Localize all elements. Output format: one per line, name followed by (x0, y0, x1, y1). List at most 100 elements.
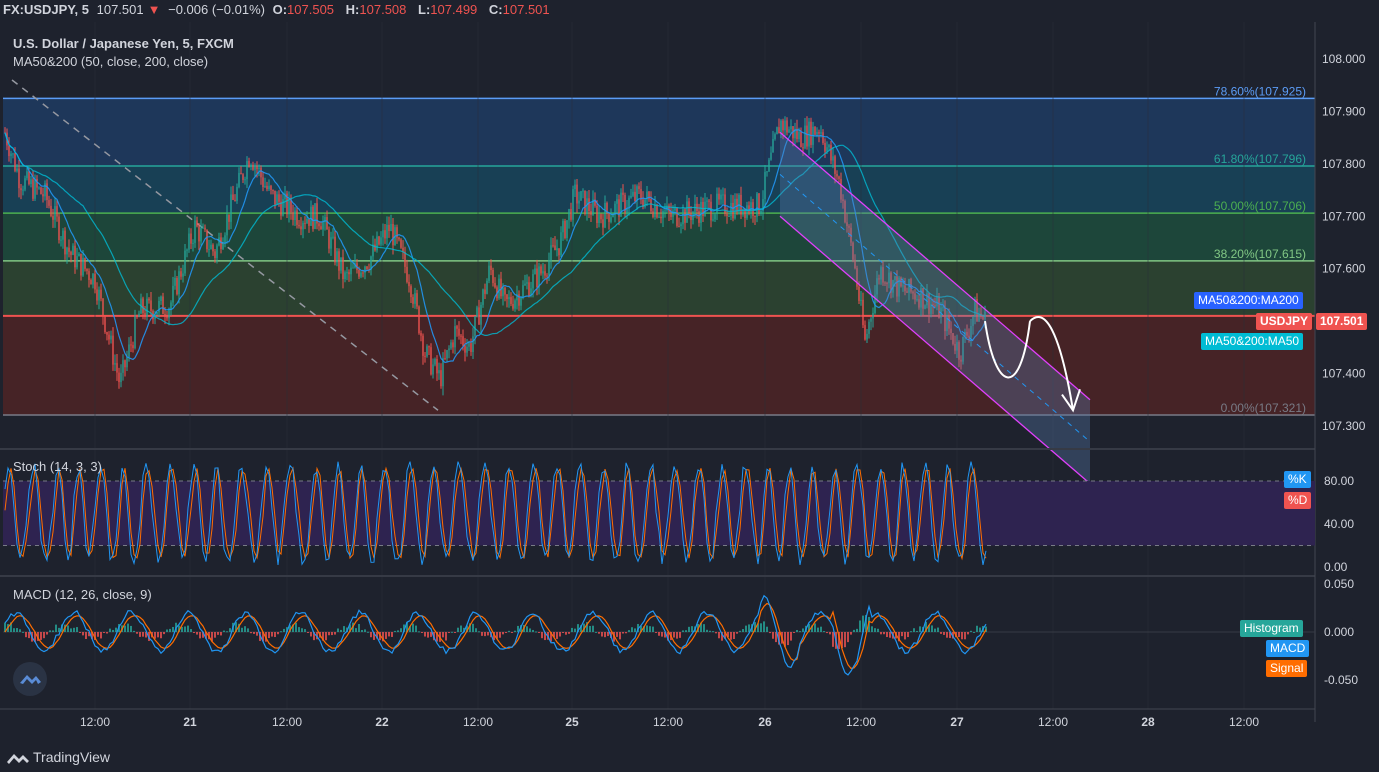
candle-body (426, 346, 428, 357)
macd-histogram-bar (40, 632, 42, 640)
grid-lines (94, 22, 1245, 709)
macd-histogram-bar (538, 632, 540, 633)
candle-body (800, 131, 802, 148)
macd-histogram-bar (469, 623, 471, 632)
candle-body (52, 216, 54, 220)
candle-body (440, 370, 442, 387)
time-axis[interactable]: 12:00 21 12:00 22 12:00 25 12:00 26 12:00 27 12:00… (80, 715, 1259, 729)
macd-histogram-bar (775, 632, 777, 643)
candle-body (106, 332, 108, 335)
candle-body (44, 183, 46, 197)
symbol-name[interactable]: FX:USDJPY, 5 (3, 2, 89, 17)
macd-histogram-bar (394, 630, 396, 632)
macd-histogram-bar (673, 632, 675, 638)
candle-body (336, 251, 338, 263)
time-tick: 12:00 (1229, 715, 1259, 729)
macd-histogram-bar (553, 632, 555, 638)
chart-canvas[interactable]: 78.60%(107.925) 61.80%(107.796) 50.00%(107… (0, 22, 1379, 744)
projection-arrowhead (1061, 388, 1081, 413)
fib-level-label: 38.20%(107.615) (1214, 247, 1306, 261)
macd-histogram-bar (712, 631, 714, 633)
candle-body (512, 303, 514, 309)
stoch-legend[interactable]: Stoch (14, 3, 3) (13, 459, 102, 474)
candle-body (110, 335, 112, 340)
macd-histogram-bar (571, 627, 573, 632)
candle-body (902, 285, 904, 287)
candle-body (668, 205, 670, 212)
macd-histogram-bar (874, 628, 876, 632)
parallel-channel[interactable] (779, 131, 1091, 485)
candle-body (198, 226, 200, 242)
candle-body (858, 286, 860, 301)
candle-body (128, 344, 130, 357)
candle-body (420, 333, 422, 336)
macd-histogram-bar (943, 632, 945, 635)
candle-body (658, 216, 660, 218)
close-label: C: (488, 2, 503, 17)
price-tick: 107.900 (1322, 104, 1366, 118)
projection-arrow[interactable] (984, 316, 1081, 413)
candle-body (602, 219, 604, 228)
candle-body (780, 120, 782, 134)
candle-body (364, 266, 366, 273)
candle-body (754, 215, 756, 217)
macd-histogram-bar (76, 627, 78, 632)
macd-histogram-bar (826, 632, 828, 634)
candle-body (148, 298, 150, 301)
macd-histogram-bar (37, 632, 39, 641)
macd-histogram-bar (592, 625, 594, 632)
macd-histogram-bar (559, 632, 561, 637)
tradingview-badge-icon[interactable] (13, 662, 47, 696)
macd-histogram-bar (43, 632, 45, 639)
candle-body (906, 291, 908, 293)
macd-histogram-bar (295, 622, 297, 632)
macd-histogram-bar (526, 626, 528, 632)
macd-histogram-bar (589, 625, 591, 632)
brand-name[interactable]: TradingView (33, 749, 111, 765)
candle-body (214, 251, 216, 258)
candle-body (470, 343, 472, 353)
candle-body (76, 256, 78, 268)
candle-body (96, 289, 98, 301)
candle-body (530, 288, 532, 297)
candle-body (524, 283, 526, 286)
candle-body (442, 358, 444, 387)
tradingview-logo-icon[interactable] (6, 750, 30, 766)
candle-body (266, 185, 268, 190)
candle-body (844, 201, 846, 223)
macd-histogram-bar (814, 623, 816, 632)
price-tick: 107.700 (1322, 209, 1366, 223)
candle-body (444, 358, 446, 360)
macd-histogram-bar (931, 625, 933, 632)
macd-histogram-bar (691, 626, 693, 632)
candle-body (348, 272, 350, 275)
candle-body (508, 297, 510, 300)
candle-body (312, 206, 314, 229)
candle-body (772, 138, 774, 153)
candle-body (84, 257, 86, 269)
candle-body (538, 266, 540, 288)
stoch-k-label: %K (1284, 471, 1311, 488)
candle-body (344, 272, 346, 280)
macd-histogram-bar (949, 632, 951, 639)
candle-body (722, 194, 724, 196)
chart-title[interactable]: U.S. Dollar / Japanese Yen, 5, FXCM (13, 36, 234, 51)
macd-legend[interactable]: MACD (12, 26, close, 9) (13, 587, 152, 602)
fibonacci-retracement[interactable] (3, 97, 1315, 416)
macd-histogram-bar (664, 632, 666, 638)
candle-body (422, 335, 424, 356)
candle-body (26, 171, 28, 179)
candle-body (890, 272, 892, 293)
macd-histogram-bar (340, 629, 342, 632)
macd-histogram-bar (103, 632, 105, 633)
candle-body (32, 179, 34, 199)
indicator-legend[interactable]: MA50&200 (50, close, 200, close) (13, 54, 209, 69)
candle-body (276, 194, 278, 205)
candle-body (674, 208, 676, 211)
candle-body (380, 237, 382, 245)
macd-histogram-bar (871, 626, 873, 632)
macd-histogram-bar (889, 632, 891, 638)
macd-histogram-bar (919, 626, 921, 632)
candle-body (454, 326, 456, 348)
candle-body (120, 372, 122, 383)
